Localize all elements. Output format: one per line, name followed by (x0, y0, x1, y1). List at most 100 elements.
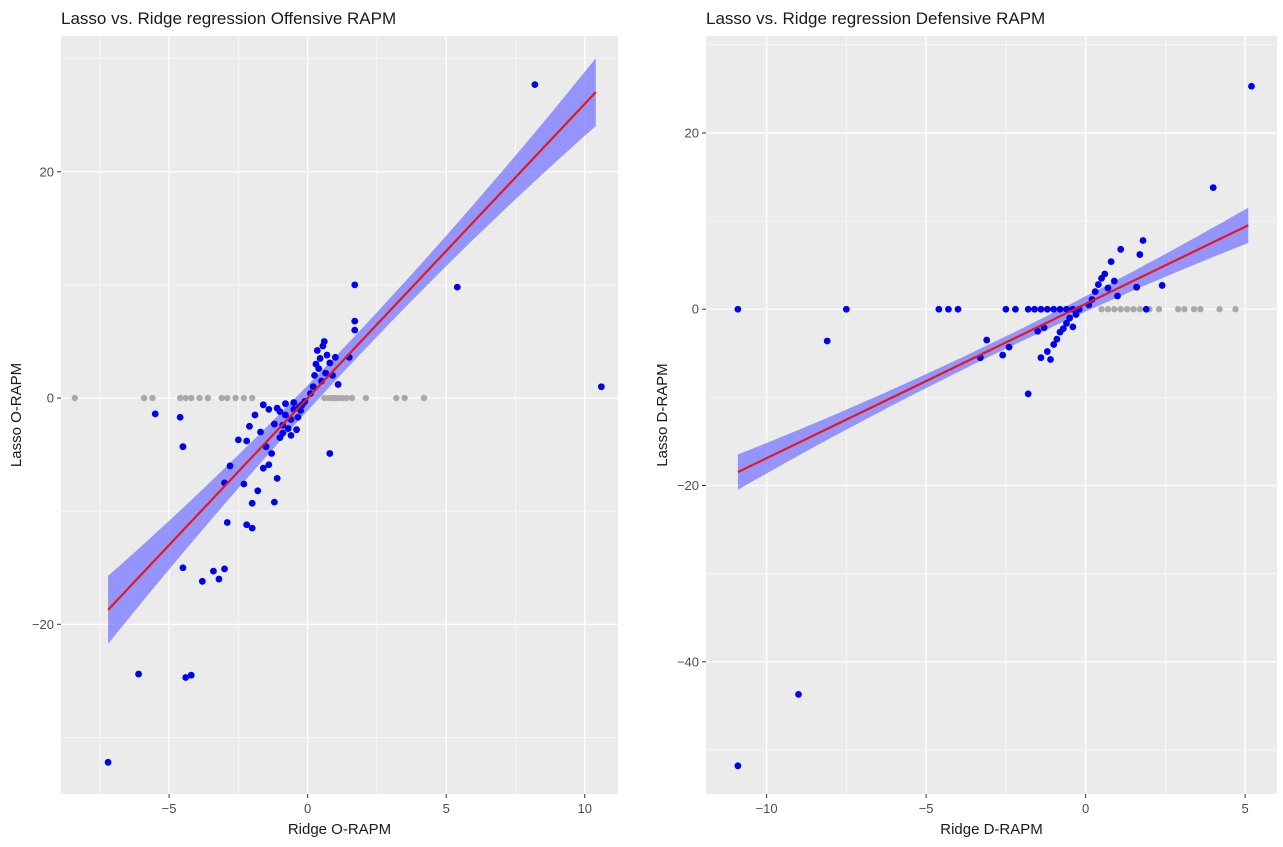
selected-point (248, 499, 256, 507)
selected-point (1101, 270, 1109, 278)
selected-point (223, 519, 231, 526)
selected-point (1034, 327, 1042, 335)
selected-point (215, 575, 223, 583)
selected-point (1133, 283, 1141, 291)
selected-point (1063, 319, 1070, 327)
selected-point (265, 405, 273, 413)
zeroed-point (196, 394, 203, 402)
zeroed-point (240, 394, 248, 402)
selected-point (323, 351, 331, 359)
zeroed-point (1155, 306, 1163, 313)
fit-line (107, 91, 597, 611)
selected-point (1114, 292, 1121, 300)
selected-point (935, 305, 943, 313)
selected-point (1091, 288, 1099, 296)
zeroed-point (1232, 306, 1239, 313)
y-tick-label: 0 (47, 391, 54, 406)
selected-point (1012, 305, 1019, 313)
selected-point (1031, 305, 1038, 313)
selected-point (320, 338, 328, 345)
selected-point (351, 317, 359, 325)
selected-point (182, 674, 190, 681)
selected-point (104, 758, 112, 766)
selected-point (290, 399, 298, 406)
selected-point (823, 337, 831, 345)
selected-point (1104, 284, 1112, 292)
selected-point (1037, 354, 1045, 362)
y-tick-label: 0 (692, 302, 699, 317)
selected-point (734, 762, 742, 770)
selected-point (1248, 82, 1255, 90)
selected-point (1043, 348, 1051, 355)
selected-point (334, 381, 342, 388)
zeroed-point (188, 394, 195, 402)
x-axis-title: Ridge D-RAPM (940, 821, 1043, 838)
selected-point (198, 577, 206, 585)
selected-point (1136, 251, 1144, 258)
selected-point (273, 404, 281, 412)
selected-point (795, 691, 802, 698)
selected-point (179, 443, 187, 451)
selected-point (1024, 390, 1032, 398)
selected-point (351, 281, 359, 289)
zeroed-point (1136, 306, 1144, 313)
x-tick-label: 5 (1241, 801, 1248, 816)
selected-point (983, 336, 991, 344)
zeroed-point (218, 394, 225, 402)
selected-point (265, 461, 273, 469)
x-tick-label: 0 (1082, 801, 1089, 816)
x-tick-label: 5 (443, 801, 450, 816)
selected-point (313, 347, 321, 354)
selected-point (531, 81, 539, 89)
zeroed-point (348, 394, 356, 402)
x-axis-title: Ridge O-RAPM (288, 821, 391, 838)
zeroed-point (393, 394, 400, 402)
selected-point (1002, 305, 1010, 313)
y-tick-label: −20 (677, 478, 699, 493)
zeroed-point (1190, 306, 1198, 313)
selected-point (1066, 314, 1074, 322)
selected-point (287, 431, 295, 439)
selected-point (316, 355, 324, 362)
zeroed-point (140, 394, 148, 402)
x-tick-label: −5 (919, 801, 934, 816)
zeroed-point (1130, 306, 1137, 313)
zeroed-point (401, 394, 408, 402)
selected-point (187, 671, 195, 679)
zeroed-point (1104, 306, 1112, 313)
selected-point (1005, 343, 1013, 351)
plot-panel (706, 36, 1277, 794)
selected-point (259, 464, 267, 472)
selected-point (240, 480, 248, 488)
zeroed-point (182, 394, 189, 402)
selected-point (1069, 323, 1077, 331)
selected-point (246, 422, 253, 430)
zeroed-point (176, 394, 184, 402)
selected-point (151, 410, 159, 418)
selected-point (1043, 305, 1051, 313)
selected-point (248, 524, 256, 532)
zeroed-point (224, 394, 231, 402)
selected-point (1040, 324, 1048, 332)
zeroed-point (1117, 306, 1124, 313)
chart-panel-2: −10 −5 0 5 −40 −20 0 20 Lasso vs. Ridge regressi… (654, 9, 1277, 838)
y-tick-label: −40 (677, 654, 699, 669)
selected-point (1209, 184, 1217, 192)
selected-point (293, 426, 300, 434)
zeroed-point (1216, 306, 1223, 313)
zeroed-point (204, 394, 212, 402)
selected-point (309, 383, 317, 391)
selected-point (999, 351, 1007, 359)
selected-point (284, 425, 292, 432)
selected-point (226, 462, 234, 470)
selected-point (842, 305, 850, 313)
zeroed-point (1181, 306, 1188, 313)
y-axis-title: Lasso O-RAPM (8, 363, 25, 467)
y-tick-label: 20 (40, 164, 54, 179)
x-tick-label: −5 (162, 801, 177, 816)
fit-line (737, 224, 1249, 474)
selected-point (1053, 335, 1061, 343)
zeroed-point (420, 394, 428, 402)
zeroed-point (71, 394, 79, 402)
